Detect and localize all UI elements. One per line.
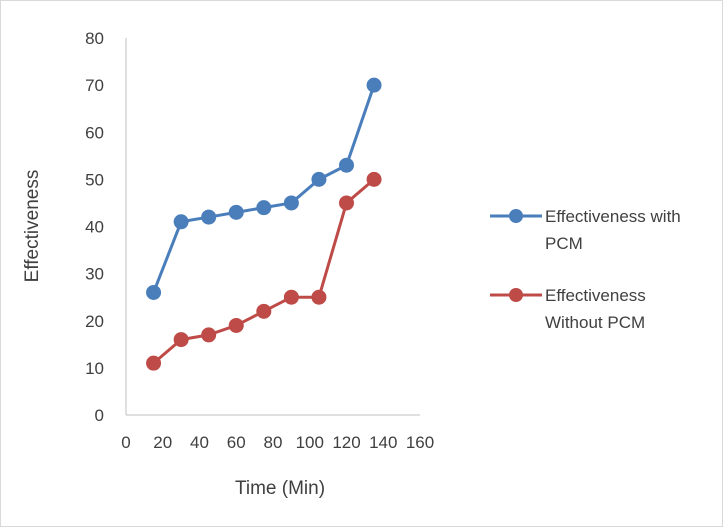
- legend-label: Effectiveness: [545, 286, 646, 305]
- legend-entry-1: Effectiveness with PCM: [490, 207, 681, 253]
- x-axis-title: Time (Min): [235, 478, 325, 499]
- data-point: [311, 171, 327, 187]
- legend-label: PCM: [545, 234, 583, 253]
- x-tick-label: 160: [406, 433, 434, 452]
- x-tick-label: 140: [369, 433, 397, 452]
- data-point: [228, 204, 244, 220]
- y-tick-label: 0: [95, 406, 104, 425]
- data-point: [339, 195, 354, 211]
- data-point: [283, 289, 299, 305]
- x-tick-label: 40: [190, 433, 209, 452]
- x-tick-label: 100: [296, 433, 324, 452]
- y-tick-label: 70: [85, 76, 104, 95]
- x-tick-label: 0: [121, 433, 130, 452]
- legend-entry-2: Effectiveness Without PCM: [490, 286, 646, 332]
- legend-marker: [509, 288, 523, 302]
- data-point: [201, 327, 217, 343]
- legend: Effectiveness with PCM Effectiveness Withou…: [490, 207, 681, 332]
- y-tick-label: 60: [85, 123, 104, 142]
- data-point: [146, 355, 162, 371]
- x-axis-ticks: 0 20 40 60 80 100 120 140 160: [121, 433, 434, 452]
- data-point: [201, 209, 217, 225]
- data-point: [228, 317, 244, 333]
- data-point: [311, 289, 327, 305]
- series-line: [152, 84, 376, 294]
- data-point: [256, 303, 272, 319]
- axes: [125, 38, 420, 416]
- data-point: [283, 195, 299, 211]
- legend-label: Without PCM: [545, 313, 645, 332]
- series-layer: [146, 77, 382, 371]
- data-point: [173, 214, 189, 230]
- y-tick-label: 80: [85, 29, 104, 48]
- x-tick-label: 120: [332, 433, 360, 452]
- x-tick-label: 80: [264, 433, 283, 452]
- legend-label: Effectiveness with: [545, 207, 681, 226]
- legend-marker: [509, 209, 523, 223]
- data-point: [173, 332, 189, 348]
- data-point: [366, 171, 382, 187]
- x-tick-label: 60: [227, 433, 246, 452]
- y-tick-label: 50: [85, 170, 104, 189]
- y-tick-label: 20: [85, 312, 104, 331]
- data-point: [339, 157, 354, 173]
- y-axis-title: Effectiveness: [22, 170, 43, 283]
- series-1: [146, 77, 382, 300]
- data-point: [366, 77, 382, 93]
- data-point: [256, 200, 272, 216]
- y-tick-label: 10: [85, 359, 104, 378]
- y-tick-label: 30: [85, 265, 104, 284]
- y-axis-ticks: 0 10 20 30 40 50 60 70 80: [85, 29, 104, 425]
- series-2: [146, 171, 382, 371]
- data-point: [146, 284, 162, 300]
- y-tick-label: 40: [85, 218, 104, 237]
- x-tick-label: 20: [153, 433, 172, 452]
